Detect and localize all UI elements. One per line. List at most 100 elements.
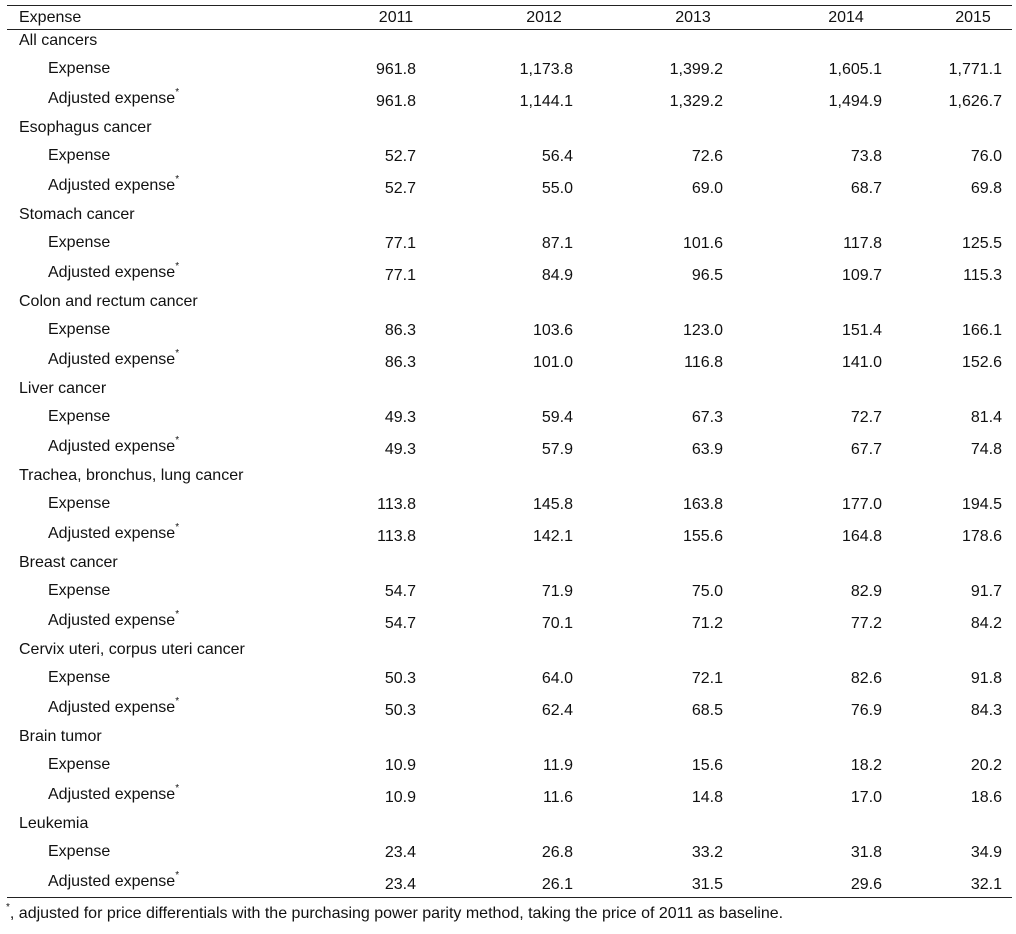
value-cell-2013: 33.2	[691, 844, 723, 861]
value-cell-2014: 77.2	[850, 615, 882, 632]
value-cell-2013: 71.2	[691, 615, 723, 632]
row-label: Adjusted expense*	[48, 173, 180, 196]
value-cell-2011: 961.8	[375, 93, 416, 110]
value-cell-2011: 86.3	[384, 322, 416, 339]
group-name: Esophagus cancer	[19, 119, 152, 136]
value-cell-2011: 49.3	[384, 441, 416, 458]
value-cell-2012: 101.0	[532, 354, 573, 371]
value-cell-2011: 77.1	[384, 235, 416, 252]
header-year-2013: 2013	[675, 9, 711, 26]
asterisk-marker: *	[175, 347, 180, 359]
expense-row: Expense 54.7 71.9 75.0 82.9 91.7	[0, 578, 1016, 608]
row-label-text: Adjusted expense	[48, 177, 176, 194]
bottom-rule	[7, 897, 1012, 898]
value-cell-2014: 151.4	[841, 322, 882, 339]
adjusted-expense-row: Adjusted expense* 49.3 57.9 63.9 67.7 74.8	[0, 434, 1016, 465]
row-label-text: Adjusted expense	[48, 699, 176, 716]
expense-table: Expense 2011 2012 2013 2014 2015 All can…	[0, 6, 1016, 900]
adjusted-expense-row: Adjusted expense* 52.7 55.0 69.0 68.7 69.8	[0, 173, 1016, 204]
value-cell-2014: 1,494.9	[828, 93, 882, 110]
value-cell-2012: 70.1	[541, 615, 573, 632]
table-group-row: Cervix uteri, corpus uteri cancer	[0, 639, 1016, 665]
header-year-2012: 2012	[526, 9, 562, 26]
value-cell-2012: 26.1	[541, 876, 573, 893]
value-cell-2013: 1,399.2	[669, 61, 723, 78]
group-name: Leukemia	[19, 815, 89, 832]
asterisk-marker: *	[175, 260, 180, 272]
header-year-2014: 2014	[828, 9, 864, 26]
footnote-marker: *	[6, 901, 10, 913]
row-label-text: Expense	[48, 843, 111, 860]
row-label: Expense	[48, 668, 110, 688]
value-cell-2013: 101.6	[682, 235, 723, 252]
row-label-text: Adjusted expense	[48, 438, 176, 455]
row-label: Adjusted expense*	[48, 870, 179, 892]
value-cell-2015: 1,626.7	[948, 93, 1002, 110]
value-cell-2015: 115.3	[963, 267, 1002, 284]
table-group-row: Liver cancer	[0, 378, 1016, 404]
row-label-text: Adjusted expense	[48, 786, 176, 803]
row-label: Adjusted expense*	[48, 695, 180, 718]
value-cell-2011: 77.1	[384, 267, 416, 284]
value-cell-2015: 91.8	[970, 670, 1002, 687]
value-cell-2013: 96.5	[691, 267, 723, 284]
group-name: All cancers	[19, 32, 98, 49]
value-cell-2012: 59.4	[541, 409, 573, 426]
value-cell-2015: 1,771.1	[948, 61, 1002, 78]
value-cell-2015: 178.6	[961, 528, 1002, 545]
value-cell-2012: 56.4	[541, 148, 573, 165]
expense-row: Expense 52.7 56.4 72.6 73.8 76.0	[0, 143, 1016, 173]
value-cell-2015: 166.1	[961, 322, 1002, 339]
value-cell-2013: 68.5	[691, 702, 723, 719]
row-label: Adjusted expense*	[48, 347, 180, 370]
row-label: Expense	[48, 842, 110, 862]
value-cell-2013: 67.3	[691, 409, 723, 426]
table-group-row: Esophagus cancer	[0, 117, 1016, 143]
value-cell-2015: 20.2	[970, 757, 1002, 774]
table-group-row: Brain tumor	[0, 726, 1016, 752]
group-name: Colon and rectum cancer	[19, 293, 198, 310]
value-cell-2011: 961.8	[375, 61, 416, 78]
value-cell-2012: 64.0	[541, 670, 573, 687]
value-cell-2013: 14.8	[691, 789, 723, 806]
value-cell-2014: 17.0	[850, 789, 882, 806]
asterisk-marker: *	[175, 695, 180, 707]
value-cell-2014: 177.0	[841, 496, 882, 513]
value-cell-2013: 72.6	[691, 148, 723, 165]
row-label-text: Adjusted expense	[48, 90, 176, 107]
value-cell-2011: 113.8	[377, 496, 416, 513]
value-cell-2012: 55.0	[541, 180, 573, 197]
value-cell-2012: 62.4	[541, 702, 573, 719]
header-year-2011: 2011	[378, 9, 414, 26]
value-cell-2012: 87.1	[541, 235, 573, 252]
value-cell-2014: 82.6	[850, 670, 882, 687]
value-cell-2015: 34.9	[970, 844, 1002, 861]
value-cell-2013: 163.8	[682, 496, 723, 513]
value-cell-2014: 73.8	[850, 148, 882, 165]
value-cell-2014: 29.6	[850, 876, 882, 893]
value-cell-2014: 18.2	[850, 757, 882, 774]
row-label-text: Expense	[48, 669, 111, 686]
value-cell-2014: 117.8	[843, 235, 882, 252]
value-cell-2013: 123.0	[682, 322, 723, 339]
asterisk-marker: *	[175, 173, 180, 185]
row-label-text: Expense	[48, 756, 111, 773]
header-rule	[7, 29, 1012, 30]
row-label: Expense	[48, 59, 110, 79]
row-label-text: Adjusted expense	[48, 873, 176, 890]
value-cell-2013: 1,329.2	[669, 93, 723, 110]
row-label: Adjusted expense*	[48, 260, 180, 283]
expense-row: Expense 23.4 26.8 33.2 31.8 34.9	[0, 839, 1016, 869]
row-label-text: Expense	[48, 495, 111, 512]
row-label-text: Adjusted expense	[48, 525, 176, 542]
row-label-text: Adjusted expense	[48, 264, 176, 281]
header-label: Expense	[19, 9, 82, 26]
value-cell-2011: 113.8	[377, 528, 416, 545]
row-label-text: Expense	[48, 321, 111, 338]
row-label: Expense	[48, 320, 110, 340]
row-label-text: Expense	[48, 234, 111, 251]
value-cell-2015: 18.6	[970, 789, 1002, 806]
value-cell-2014: 76.9	[850, 702, 882, 719]
top-rule	[7, 5, 1012, 6]
value-cell-2011: 54.7	[384, 615, 416, 632]
